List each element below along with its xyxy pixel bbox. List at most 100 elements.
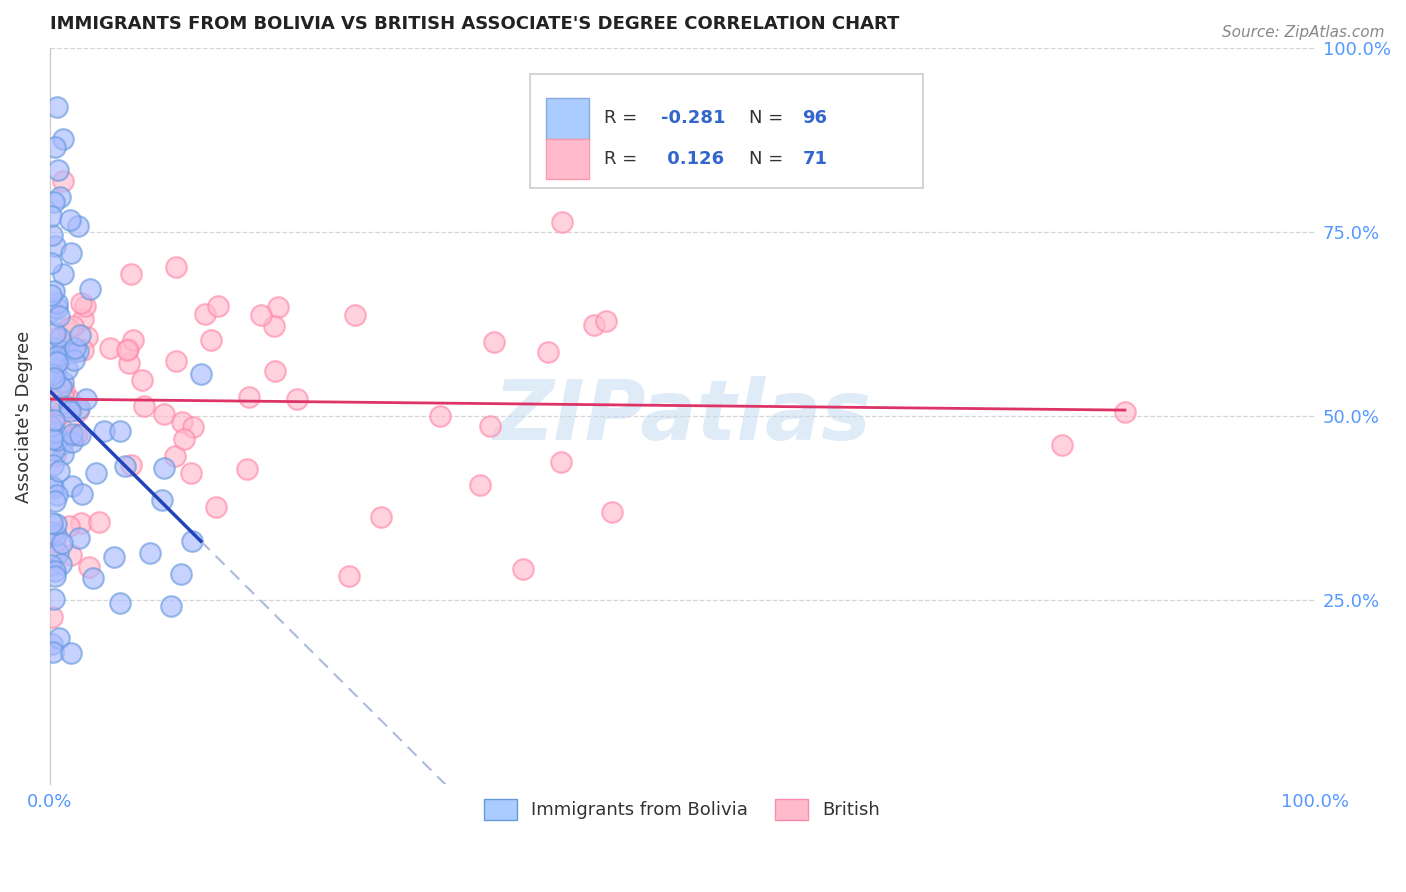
Point <box>42 591 65 606</box>
Point <box>468 478 491 492</box>
Point <box>238 390 260 404</box>
Point <box>66 344 89 359</box>
Point <box>52 383 75 397</box>
Point <box>51 132 73 146</box>
Text: 0.126: 0.126 <box>661 150 724 168</box>
Point <box>46 546 69 560</box>
Point <box>72 311 94 326</box>
Point <box>73 299 96 313</box>
Point <box>44 442 66 457</box>
Point <box>170 415 193 429</box>
Point <box>263 364 285 378</box>
Point <box>41 610 63 624</box>
Point <box>41 368 63 382</box>
Point <box>152 492 174 507</box>
Point <box>152 407 174 421</box>
Point <box>48 190 70 204</box>
Point <box>42 431 65 445</box>
Point <box>39 288 62 302</box>
Point <box>63 353 86 368</box>
Point <box>44 239 66 253</box>
Text: ZIPatlas: ZIPatlas <box>494 376 872 457</box>
Point <box>44 368 66 383</box>
Point <box>139 546 162 560</box>
Point <box>59 245 82 260</box>
Point <box>46 301 69 316</box>
Point <box>42 432 65 446</box>
Point <box>602 505 624 519</box>
Point <box>52 174 75 188</box>
Point <box>48 353 70 368</box>
Point <box>181 533 204 548</box>
Point <box>62 318 84 333</box>
Point <box>56 321 79 335</box>
Point <box>41 397 63 411</box>
Point <box>337 569 360 583</box>
Point <box>49 408 72 422</box>
Point <box>49 418 72 433</box>
Point <box>72 343 94 358</box>
Point <box>69 327 91 342</box>
Point <box>39 558 62 572</box>
Text: -0.281: -0.281 <box>661 110 725 128</box>
Point <box>39 256 62 270</box>
FancyBboxPatch shape <box>546 98 589 138</box>
Legend: Immigrants from Bolivia, British: Immigrants from Bolivia, British <box>477 791 887 827</box>
Point <box>153 461 176 475</box>
Point <box>44 569 66 583</box>
Point <box>51 558 73 572</box>
Point <box>45 349 67 363</box>
Text: Source: ZipAtlas.com: Source: ZipAtlas.com <box>1222 25 1385 40</box>
Point <box>58 392 80 406</box>
Point <box>170 567 193 582</box>
Point <box>44 527 66 541</box>
Point <box>117 342 139 356</box>
Point <box>44 564 66 578</box>
Point <box>59 404 82 418</box>
Point <box>250 308 273 322</box>
Point <box>134 399 156 413</box>
Point <box>65 428 87 442</box>
Text: 71: 71 <box>803 150 827 168</box>
Point <box>370 509 392 524</box>
Point <box>595 314 617 328</box>
Point <box>267 300 290 314</box>
Point <box>42 524 65 539</box>
Point <box>44 331 66 345</box>
Point <box>51 379 73 393</box>
Point <box>190 367 212 381</box>
Point <box>180 466 202 480</box>
Point <box>48 631 70 645</box>
Point <box>42 194 65 209</box>
Point <box>60 435 83 450</box>
Point <box>69 427 91 442</box>
Point <box>551 215 574 229</box>
Point <box>86 467 108 481</box>
Point <box>70 487 93 501</box>
Point <box>1114 405 1136 419</box>
Point <box>582 318 605 332</box>
Text: N =: N = <box>749 150 789 168</box>
Point <box>115 343 138 358</box>
Point <box>41 637 63 651</box>
Point <box>263 318 285 333</box>
Point <box>63 341 86 355</box>
FancyBboxPatch shape <box>530 74 922 188</box>
Point <box>48 310 70 324</box>
Point <box>41 479 63 493</box>
Point <box>173 432 195 446</box>
Point <box>160 599 183 613</box>
Point <box>44 326 66 340</box>
FancyBboxPatch shape <box>546 138 589 179</box>
Point <box>52 267 75 281</box>
Point <box>39 375 62 389</box>
Point <box>48 463 70 477</box>
Point <box>67 219 90 233</box>
Point <box>58 401 80 415</box>
Point <box>59 346 82 360</box>
Point <box>52 343 75 358</box>
Point <box>429 409 451 423</box>
Point <box>42 371 65 385</box>
Point <box>205 500 228 514</box>
Point <box>66 403 89 417</box>
